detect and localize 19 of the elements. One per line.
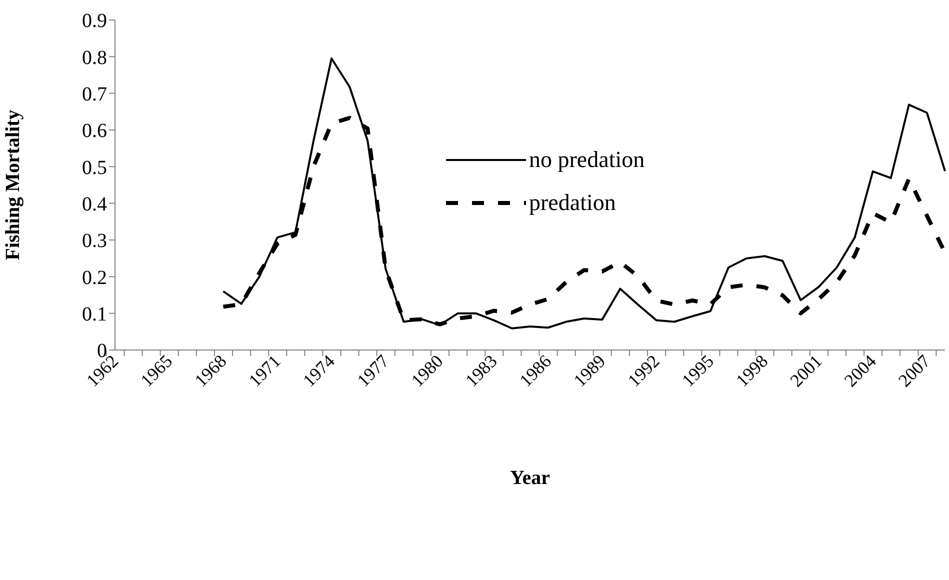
line-series [222, 58, 946, 330]
y-tick-label: 0.5 [82, 156, 107, 179]
x-tick-label: 1971 [244, 350, 284, 391]
y-tick-label: 0.7 [82, 83, 107, 106]
y-tick-label: 0.4 [82, 193, 107, 216]
x-tick-label: 1992 [624, 350, 664, 391]
y-tick-label: 0.1 [82, 303, 107, 326]
x-tick-label: 1983 [461, 350, 501, 391]
x-axis-title: Year [510, 467, 550, 489]
x-tick-label: 1980 [407, 350, 447, 391]
y-tick-label: 0.9 [82, 10, 107, 32]
y-tick-label: 0.3 [82, 230, 107, 252]
x-tick-label: 1989 [570, 350, 610, 391]
legend-label: no predation [529, 146, 645, 172]
y-axis-title: Fishing Mortality [2, 110, 24, 260]
y-tick-label: 0.2 [82, 266, 107, 289]
y-tick-label: 0.6 [82, 120, 107, 142]
legend-label: predation [529, 190, 616, 216]
y-tick-label: 0.8 [82, 46, 107, 69]
